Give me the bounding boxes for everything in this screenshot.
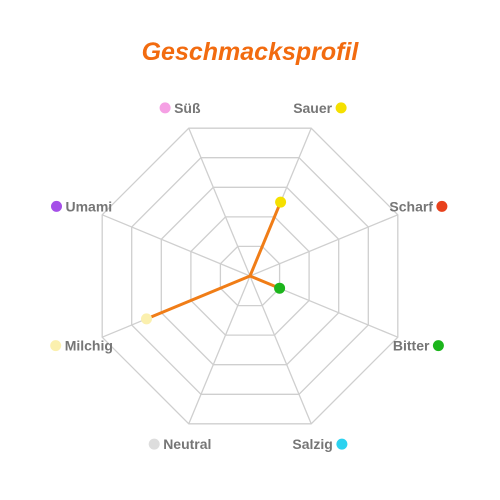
grid-spoke (249, 275, 312, 425)
legend-dot (148, 438, 160, 450)
page-title: Geschmacksprofil (141, 38, 359, 66)
axis-label-text: Scharf (389, 198, 433, 214)
axis-label-6: Neutral (148, 436, 211, 452)
axis-label-text: Sauer (293, 100, 332, 116)
legend-dot (335, 102, 347, 114)
data-point (274, 282, 286, 294)
axis-label-2: Sauer (293, 100, 347, 116)
legend-dot (159, 102, 171, 114)
data-point (141, 313, 152, 325)
legend-dot (436, 200, 448, 212)
axis-label-text: Neutral (163, 436, 211, 452)
axis-label-8: Umami (51, 198, 112, 214)
axis-labels: Süß Sauer Scharf Bitter Salzig Neutral Milchig… (50, 100, 448, 452)
radar-points (141, 196, 287, 325)
axis-label-text: Milchig (65, 338, 113, 354)
axis-label-text: Süß (174, 100, 201, 116)
axis-label-text: Salzig (292, 436, 332, 452)
axis-label-4: Bitter (393, 338, 444, 354)
axis-label-3: Scharf (389, 198, 448, 214)
legend-dot (336, 438, 348, 450)
axis-label-1: Süß (159, 100, 201, 116)
axis-label-5: Salzig (292, 436, 348, 452)
axis-label-text: Bitter (393, 338, 430, 354)
grid-spoke (188, 127, 251, 277)
grid-spoke (101, 214, 251, 277)
legend-dot (432, 340, 444, 352)
axis-label-text: Umami (66, 198, 113, 214)
data-point (275, 196, 287, 208)
grid-spoke (188, 275, 251, 425)
axis-label-7: Milchig (50, 338, 113, 354)
legend-dot (51, 200, 62, 212)
grid-spoke (249, 214, 399, 277)
legend-dot (50, 340, 62, 352)
